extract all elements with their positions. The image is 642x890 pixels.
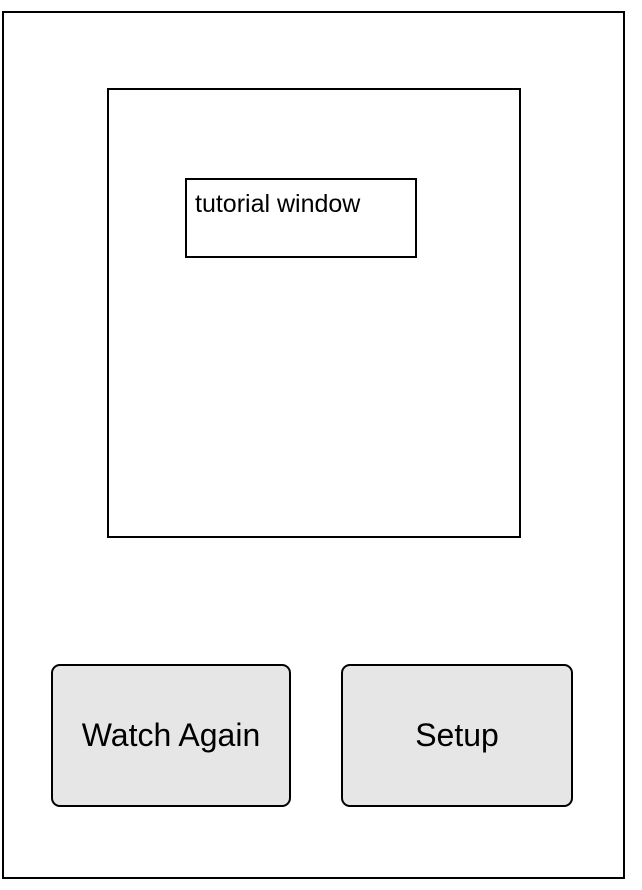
watch-again-label: Watch Again — [81, 717, 261, 753]
tutorial-window-area — [107, 88, 521, 538]
setup-button[interactable]: Setup — [341, 664, 573, 807]
watch-again-button[interactable]: Watch Again — [51, 664, 291, 807]
tutorial-window-text: tutorial window — [195, 190, 361, 218]
tutorial-window-label: tutorial window — [185, 178, 417, 258]
setup-label: Setup — [415, 717, 499, 753]
